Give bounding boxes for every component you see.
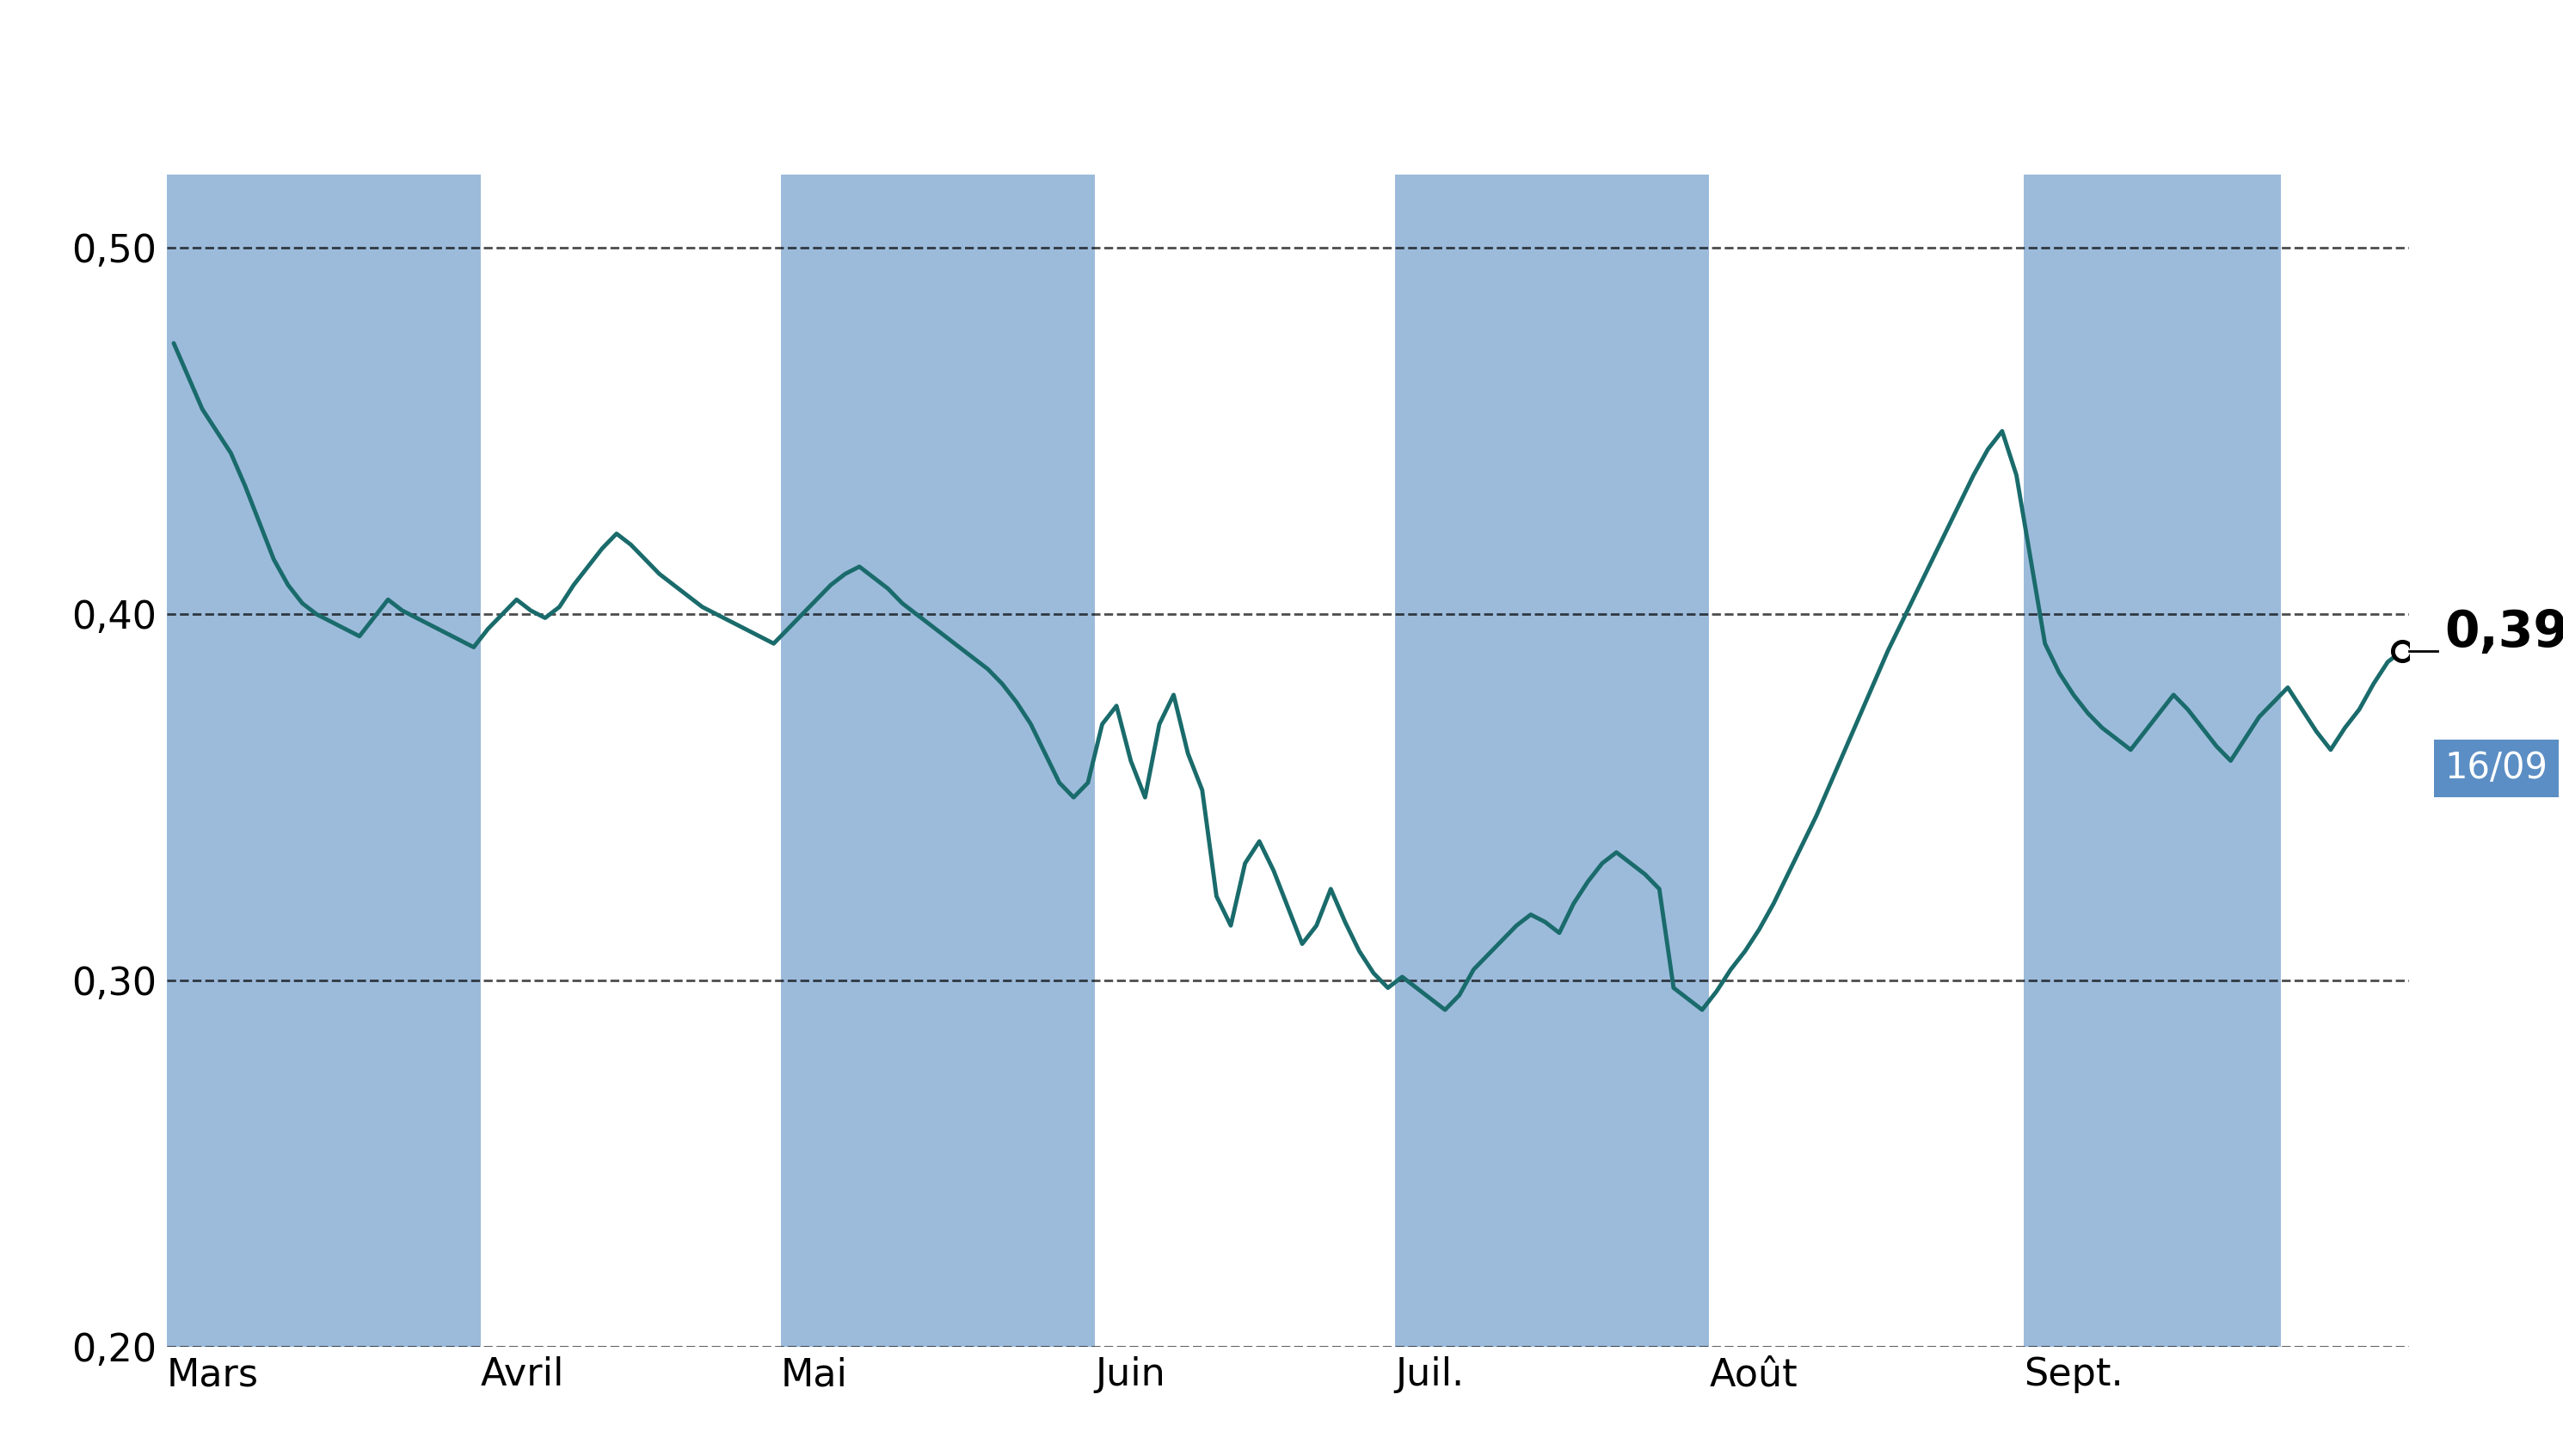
Bar: [1394, 175, 1710, 1347]
Text: GENSIGHT BIOLOGICS: GENSIGHT BIOLOGICS: [638, 22, 1925, 124]
Bar: [167, 175, 482, 1347]
Text: 16/09: 16/09: [2445, 750, 2548, 786]
Bar: [2025, 175, 2281, 1347]
Bar: [782, 175, 1094, 1347]
Text: 0,39: 0,39: [2445, 609, 2563, 657]
